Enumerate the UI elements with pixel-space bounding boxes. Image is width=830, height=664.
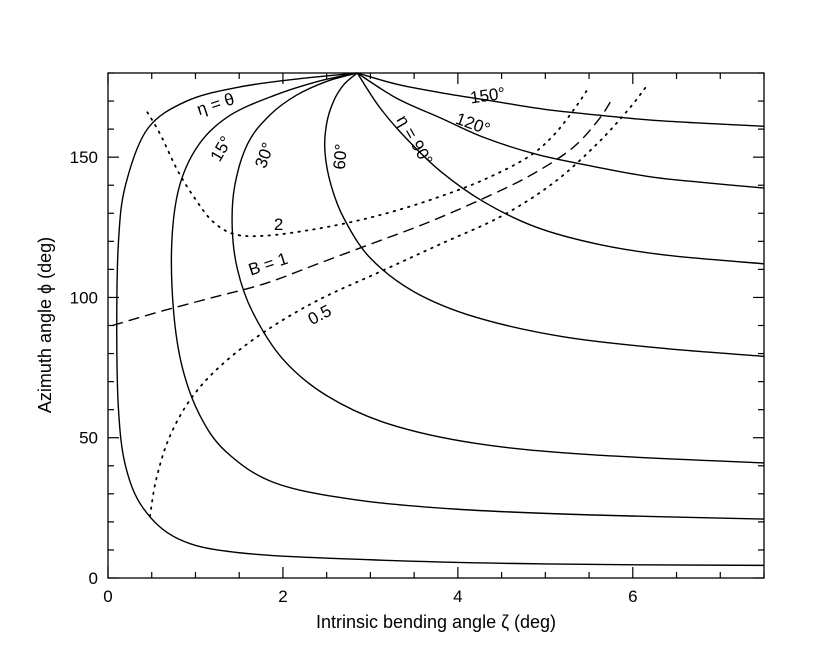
curve-label: 15° (207, 133, 236, 165)
curve-label: 30° (251, 140, 278, 171)
dashed-curve (112, 100, 612, 327)
y-tick-label: 150 (70, 148, 98, 167)
solid-curve (323, 72, 765, 358)
x-tick-label: 4 (453, 587, 462, 606)
solid-curve (170, 72, 765, 520)
plot-frame (107, 72, 765, 579)
curves (112, 72, 765, 567)
curve-label: 2 (274, 215, 283, 234)
axis-ticks (107, 72, 765, 579)
y-tick-label: 100 (70, 288, 98, 307)
curve-label: B = 1 (246, 249, 290, 279)
axis-tick-labels: 0 2 4 6 0 50 100 150 (70, 148, 638, 606)
y-tick-label: 0 (89, 569, 98, 588)
dotted-curve (146, 86, 590, 238)
solid-curve (116, 72, 765, 567)
curve-label: 60° (330, 143, 351, 170)
x-axis-title: Intrinsic bending angle ζ (deg) (316, 612, 556, 632)
y-axis-title: Azimuth angle ϕ (deg) (35, 237, 55, 413)
curve-label: η = 90° (393, 112, 437, 169)
solid-curve (356, 72, 765, 265)
x-tick-label: 2 (278, 587, 287, 606)
x-tick-label: 0 (103, 587, 112, 606)
solid-curve (231, 72, 765, 464)
x-tick-label: 6 (628, 587, 637, 606)
plot-frame-group (107, 72, 765, 579)
solid-curve (357, 72, 765, 128)
curve-annotations: η = θ15° 30° 60° η = 90° 120°150°2B = 10.5 (194, 84, 506, 329)
curve-label: 120° (453, 109, 493, 139)
y-tick-label: 50 (79, 429, 98, 448)
solid-curve (356, 72, 765, 189)
curve-label: 150° (469, 84, 506, 108)
